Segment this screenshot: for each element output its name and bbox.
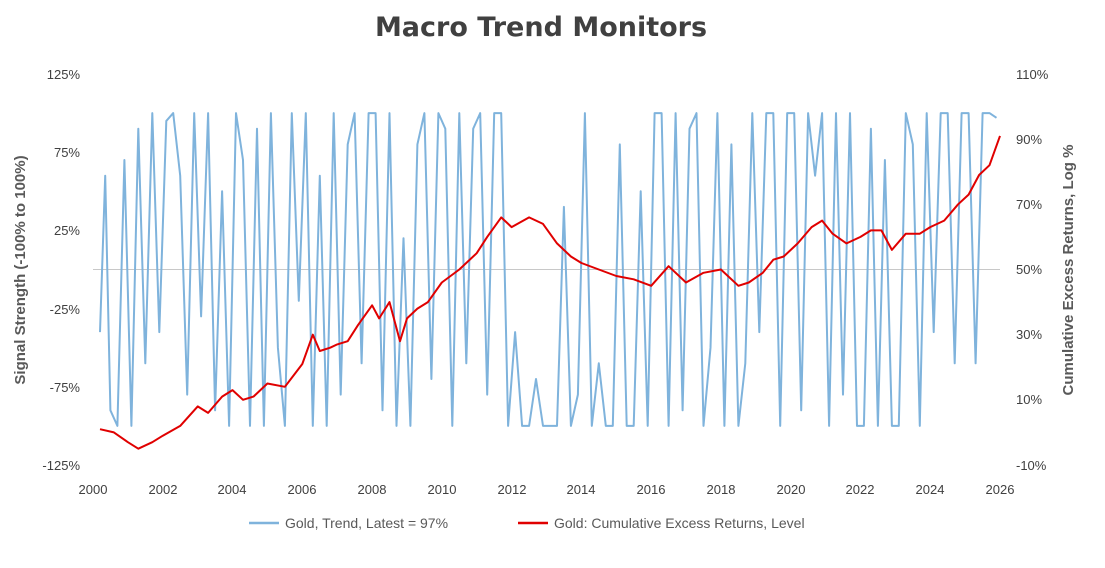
right-tick-label: 50% xyxy=(1016,262,1042,277)
left-tick-label: -125% xyxy=(42,458,80,473)
legend: Gold, Trend, Latest = 97% Gold: Cumulati… xyxy=(249,515,805,531)
x-tick-label: 2000 xyxy=(79,482,108,497)
left-tick-label: 125% xyxy=(47,67,81,82)
right-tick-label: 70% xyxy=(1016,197,1042,212)
x-tick-label: 2008 xyxy=(358,482,387,497)
left-tick-label: 25% xyxy=(54,223,80,238)
x-tick-label: 2006 xyxy=(288,482,317,497)
right-tick-label: -10% xyxy=(1016,458,1047,473)
x-tick-label: 2022 xyxy=(846,482,875,497)
right-axis-title: Cumulative Excess Returns, Log % xyxy=(1060,145,1077,396)
legend-label-gold-trend: Gold, Trend, Latest = 97% xyxy=(285,515,448,531)
x-tick-label: 2002 xyxy=(149,482,178,497)
left-tick-label: -75% xyxy=(50,380,81,395)
x-tick-label: 2024 xyxy=(916,482,945,497)
right-tick-label: 30% xyxy=(1016,327,1042,342)
left-axis-title: Signal Strength (-100% to 100%) xyxy=(12,155,29,384)
right-tick-label: 90% xyxy=(1016,132,1042,147)
left-tick-label: -25% xyxy=(50,302,81,317)
legend-label-gold-returns: Gold: Cumulative Excess Returns, Level xyxy=(554,515,805,531)
chart-title: Macro Trend Monitors xyxy=(375,12,707,43)
x-tick-label: 2012 xyxy=(498,482,527,497)
x-tick-label: 2018 xyxy=(707,482,736,497)
right-tick-label: 110% xyxy=(1016,67,1049,82)
x-tick-label: 2010 xyxy=(428,482,457,497)
left-tick-label: 75% xyxy=(54,145,80,160)
series-line-gold-trend xyxy=(99,112,998,427)
series-line-gold-cumulative-returns xyxy=(99,135,1001,450)
x-tick-label: 2004 xyxy=(218,482,247,497)
right-tick-label: 10% xyxy=(1016,392,1042,407)
series-layer xyxy=(99,112,1001,450)
x-tick-label: 2020 xyxy=(777,482,806,497)
x-tick-label: 2026 xyxy=(986,482,1015,497)
x-tick-label: 2014 xyxy=(567,482,596,497)
x-tick-label: 2016 xyxy=(637,482,666,497)
